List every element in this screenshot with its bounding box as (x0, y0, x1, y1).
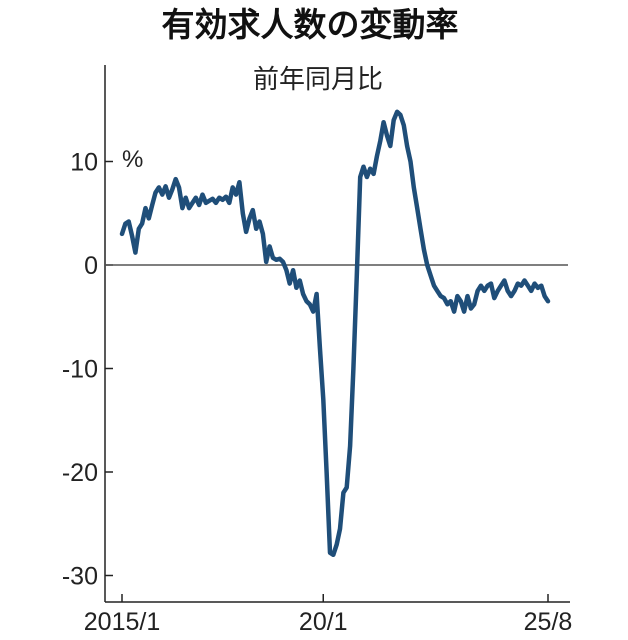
y-tick-label: 10 (70, 149, 98, 177)
chart-subtitle: 前年同月比 (253, 65, 383, 95)
series-line (119, 109, 551, 558)
y-tick-label: -30 (62, 563, 98, 591)
chart-title: 有効求人数の変動率 (162, 5, 459, 44)
x-axis-ticks: 2015/1 20/1 25/8 (84, 594, 573, 636)
y-tick-label: -10 (62, 356, 98, 384)
y-tick-label: 0 (84, 252, 98, 280)
y-axis-ticks: 10 0 -10 -20 -30 (62, 149, 113, 591)
y-unit-label: % (122, 146, 143, 173)
x-tick-label: 20/1 (299, 608, 348, 636)
x-tick-label: 2015/1 (84, 608, 160, 636)
y-tick-label: -20 (62, 459, 98, 487)
x-tick-label: 25/8 (524, 608, 573, 636)
